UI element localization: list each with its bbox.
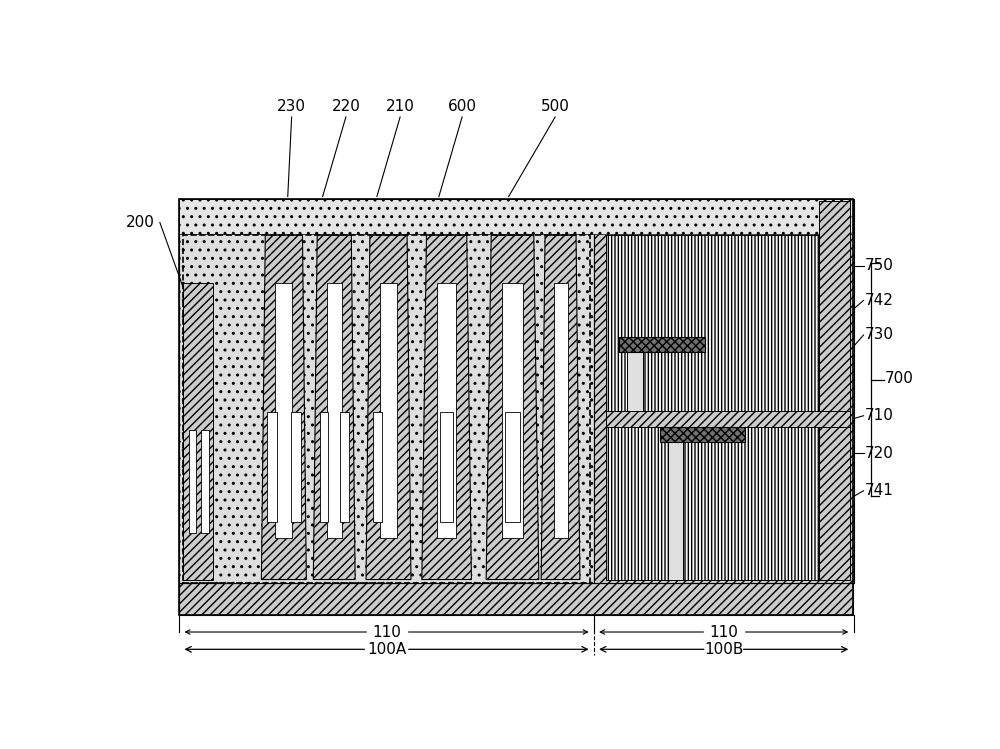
Polygon shape (541, 235, 580, 580)
Bar (179, 199, 594, 583)
Bar (554, 283, 568, 539)
Bar (291, 412, 301, 522)
Bar (275, 283, 292, 539)
Bar (505, 412, 520, 522)
Text: 210: 210 (386, 99, 415, 114)
Bar (660, 427, 745, 442)
Bar (437, 283, 456, 539)
Text: 200: 200 (126, 215, 155, 230)
Polygon shape (261, 235, 306, 580)
Bar (380, 283, 397, 539)
Text: 110: 110 (372, 625, 401, 640)
Bar (373, 412, 382, 522)
Text: 742: 742 (865, 293, 894, 308)
Bar (627, 352, 643, 411)
Bar (179, 583, 853, 615)
Polygon shape (422, 235, 471, 580)
Polygon shape (366, 235, 411, 580)
Bar (320, 412, 328, 522)
Bar (594, 199, 854, 583)
Bar (502, 283, 523, 539)
Bar (340, 412, 349, 522)
Polygon shape (313, 235, 355, 580)
Bar (326, 283, 342, 539)
Text: 710: 710 (865, 408, 894, 423)
Text: 100B: 100B (704, 642, 743, 657)
Bar (179, 199, 853, 234)
Bar (619, 337, 705, 352)
Text: 700: 700 (885, 371, 913, 386)
Text: 730: 730 (865, 327, 894, 342)
Bar (606, 411, 850, 427)
Text: 750: 750 (865, 258, 894, 273)
Bar (440, 412, 453, 522)
Bar (189, 430, 196, 533)
Bar (267, 412, 277, 522)
Bar (668, 442, 683, 580)
Text: 110: 110 (709, 625, 738, 640)
Text: 100A: 100A (367, 642, 406, 657)
Text: 220: 220 (331, 99, 360, 114)
Text: 741: 741 (865, 483, 894, 498)
Polygon shape (486, 235, 539, 580)
Bar (606, 235, 819, 580)
Bar (201, 430, 209, 533)
Text: 720: 720 (865, 446, 894, 461)
Bar (183, 235, 590, 583)
Text: 230: 230 (277, 99, 306, 114)
Text: 500: 500 (541, 99, 570, 114)
Bar (179, 199, 853, 615)
Bar (819, 201, 850, 580)
Text: 600: 600 (448, 99, 477, 114)
Bar (183, 283, 213, 580)
